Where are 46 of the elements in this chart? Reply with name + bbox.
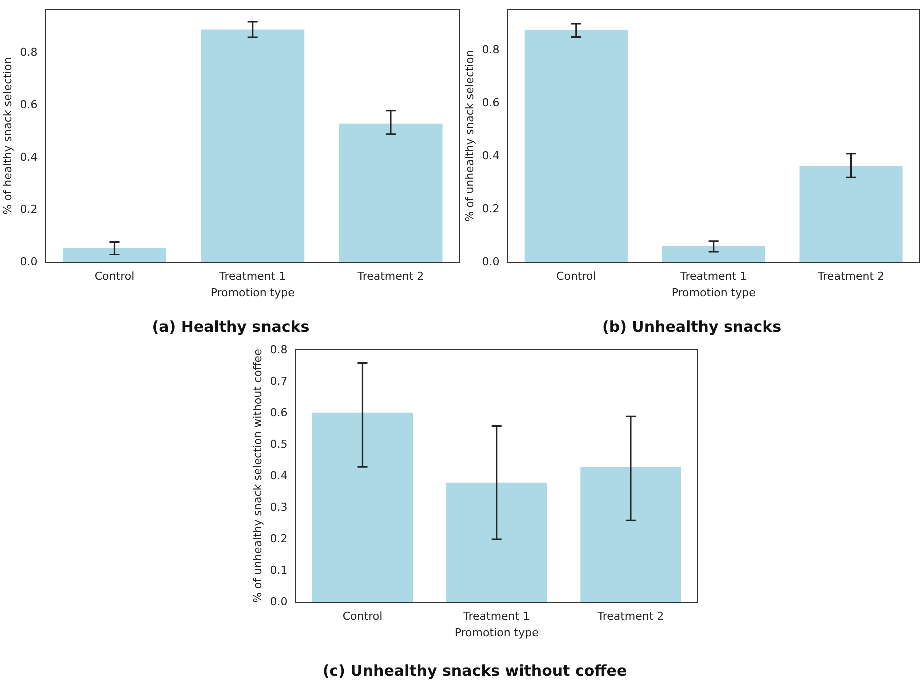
y-tick-label: 0.0 <box>20 255 38 268</box>
y-tick-label: 0.8 <box>20 46 38 60</box>
x-tick-label: Control <box>556 270 596 284</box>
bar <box>800 166 903 263</box>
text: (b) Unhealthy snacks <box>601 318 783 336</box>
y-tick-label: 0.6 <box>482 96 500 110</box>
y-tick-label: 0.8 <box>270 343 288 356</box>
y-tick-label: 0.7 <box>270 374 288 388</box>
x-tick-label: Treatment 1 <box>680 270 748 284</box>
y-tick-label: 0.1 <box>270 564 288 577</box>
x-tick-label: Treatment 2 <box>817 270 885 284</box>
y-tick-label: 0.5 <box>270 438 288 451</box>
x-tick-label: Treatment 1 <box>218 270 286 284</box>
bar <box>662 246 766 263</box>
bar <box>312 412 414 603</box>
x-axis-title: Promotion type <box>210 286 296 300</box>
y-tick-label: 0.3 <box>270 500 288 514</box>
bar <box>446 482 548 603</box>
x-axis-title: Promotion type <box>454 626 540 640</box>
y-tick-label: 0.0 <box>482 255 500 268</box>
x-tick-label: Control <box>342 610 383 624</box>
y-tick-label: 0.4 <box>20 150 38 164</box>
text: (a) Healthy snacks <box>151 318 311 336</box>
y-tick-label: 0.4 <box>270 469 288 482</box>
y-tick-label: 0.2 <box>270 532 288 546</box>
y-tick-label: 0.2 <box>20 203 38 216</box>
y-tick-label: 0.4 <box>482 149 500 162</box>
bar <box>201 30 305 263</box>
y-tick-label: 0.6 <box>270 406 288 420</box>
bar <box>339 124 443 263</box>
x-tick-label: Treatment 2 <box>356 270 424 284</box>
x-tick-label: Treatment 1 <box>462 610 530 624</box>
y-tick-label: 0.6 <box>20 98 38 112</box>
x-axis-title: Promotion type <box>672 286 756 300</box>
y-axis-title: % of healthy snack selection <box>1 57 14 215</box>
y-tick-label: 0.8 <box>482 43 500 56</box>
y-tick-label: 0.0 <box>270 595 288 608</box>
text: (c) Unhealthy snacks without coffee <box>322 662 628 680</box>
bar <box>62 248 167 263</box>
x-tick-label: Treatment 2 <box>596 610 664 624</box>
x-tick-label: Control <box>94 270 135 284</box>
y-axis-title: % of unhealthy snack selection without coffee <box>251 348 264 604</box>
bar <box>524 30 628 263</box>
bar <box>580 467 682 603</box>
y-axis-title: % of unhealthy snack selection <box>463 50 476 222</box>
y-tick-label: 0.2 <box>482 202 500 216</box>
